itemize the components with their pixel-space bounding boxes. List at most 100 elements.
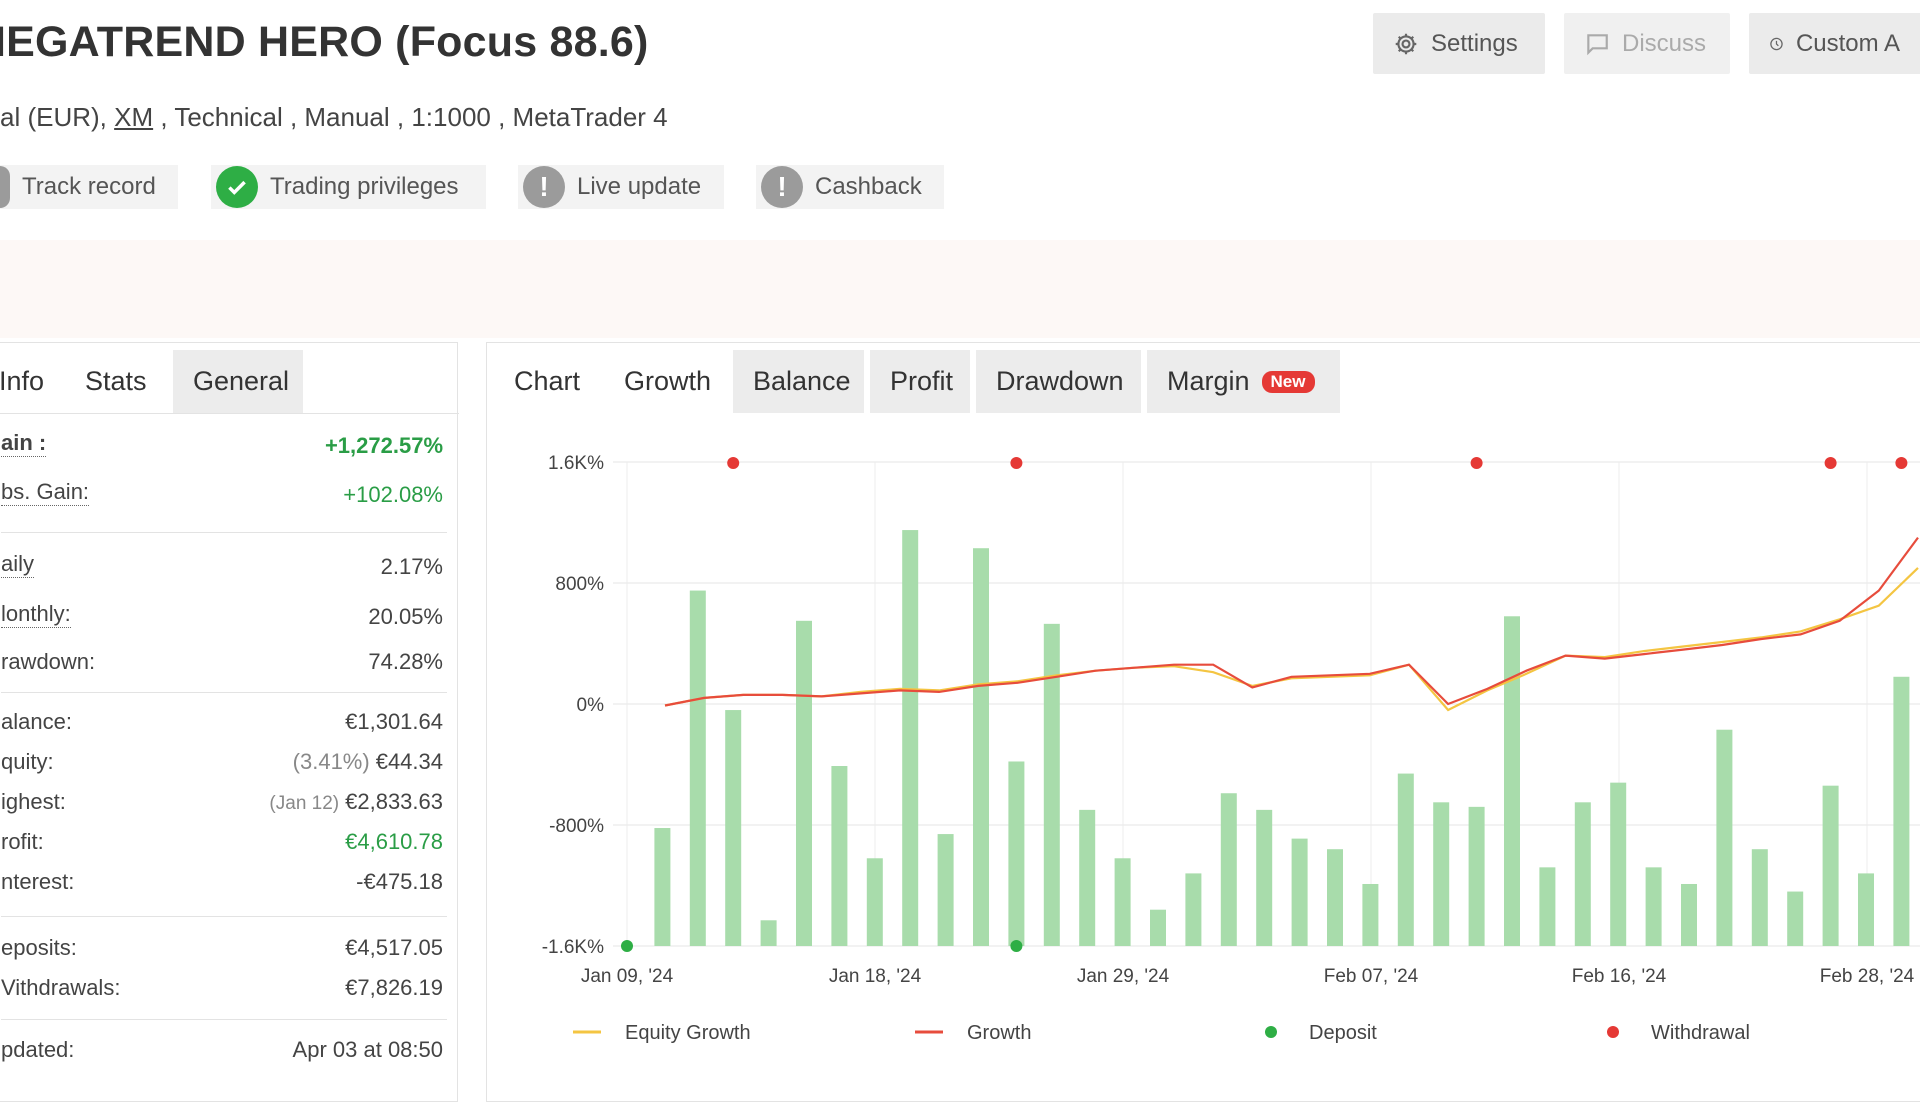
bar [1787, 891, 1804, 946]
tab-drawdown[interactable]: Drawdown [976, 350, 1141, 413]
bar [1716, 729, 1733, 946]
tab-growth[interactable]: Growth [606, 350, 727, 413]
badge-cashback[interactable]: ! Cashback [756, 165, 944, 209]
gear-icon [1395, 33, 1417, 54]
bar [1150, 909, 1166, 946]
bar [796, 620, 812, 946]
tabs-divider [0, 413, 459, 414]
x-tick-label: Jan 09, '24 [581, 966, 674, 987]
clock-icon [1770, 37, 1783, 50]
tab-profit[interactable]: Profit [870, 350, 970, 413]
bar [1681, 883, 1697, 946]
bar [1574, 802, 1591, 946]
stats-tabs: Info Stats General [0, 343, 303, 413]
bar [1008, 761, 1025, 946]
legend-deposit: Deposit [1309, 1022, 1377, 1044]
tab-info[interactable]: Info [0, 350, 61, 413]
check-circle-icon [216, 166, 258, 208]
promo-banner [0, 240, 1920, 338]
page-title: IEGATREND HERO (Focus 88.6) [0, 18, 649, 66]
divider [1, 916, 447, 917]
bar [654, 828, 671, 946]
warning-icon [0, 166, 10, 208]
bar [831, 766, 848, 946]
tab-balance[interactable]: Balance [733, 350, 864, 413]
bar [973, 548, 989, 946]
bar [1327, 849, 1343, 946]
chart-label: Chart [514, 366, 581, 396]
exclamation-circle-icon: ! [523, 166, 565, 208]
bar [1291, 838, 1308, 946]
badge-trading-privileges[interactable]: Trading privileges [211, 165, 486, 209]
bar [1610, 782, 1627, 946]
badge-label: Live update [577, 173, 702, 200]
legend-withdrawal: Withdrawal [1651, 1022, 1750, 1044]
y-tick-label: 800% [555, 574, 604, 595]
withdrawal-marker [1010, 457, 1023, 469]
new-badge: New [1261, 370, 1315, 393]
divider [1, 532, 447, 533]
bar [1751, 849, 1768, 946]
tab-stats[interactable]: Stats [61, 350, 167, 413]
settings-label: Settings [1431, 29, 1518, 57]
y-tick-label: 0% [577, 695, 605, 716]
bar [902, 530, 919, 946]
tab-margin[interactable]: Margin New [1147, 350, 1340, 413]
bar [760, 920, 777, 946]
bar [1893, 676, 1910, 946]
tab-general[interactable]: General [173, 350, 303, 413]
bar [1822, 785, 1839, 946]
badge-label: Cashback [815, 173, 922, 200]
subtitle-details: , Technical , Manual , 1:1000 , MetaTrad… [153, 102, 668, 132]
withdrawal-marker [1824, 457, 1837, 469]
bar [1079, 809, 1096, 946]
legend-equity-growth: Equity Growth [625, 1022, 751, 1044]
stats-panel: Info Stats General ain : +1,272.57% bs. … [0, 342, 459, 1102]
bar [1043, 623, 1060, 946]
bar [1397, 773, 1414, 946]
badge-live-update[interactable]: ! Live update [518, 165, 724, 209]
growth-line [664, 536, 1919, 707]
legend-growth: Growth [967, 1022, 1031, 1044]
bar [1858, 873, 1874, 946]
deposit-marker [1010, 940, 1023, 952]
growth-chart[interactable]: 1.6K% 800% 0% -800% -1.6K% Jan 09, '24 Jan 18,… [487, 420, 1920, 1060]
bar [1220, 793, 1237, 946]
bar [1362, 883, 1379, 946]
legend-deposit-swatch [1265, 1026, 1277, 1038]
exclamation-circle-icon: ! [761, 166, 803, 208]
badge-label: Track record [22, 173, 156, 200]
x-tick-label: Feb 28, '24 [1820, 966, 1915, 987]
bar [1433, 802, 1450, 946]
bar [1504, 616, 1520, 946]
settings-button[interactable]: Settings [1373, 13, 1545, 74]
bar [1468, 806, 1485, 946]
divider [1, 692, 447, 693]
bar [1645, 867, 1662, 946]
badge-track-record[interactable]: Track record [0, 165, 178, 209]
bar [937, 834, 954, 946]
custom-analysis-button[interactable]: Custom A [1749, 13, 1920, 74]
x-tick-label: Feb 07, '24 [1324, 966, 1419, 987]
x-tick-label: Feb 16, '24 [1572, 966, 1667, 987]
chart-panel: Chart Growth Balance Profit Drawdown Mar… [486, 342, 1920, 1102]
bar [1185, 873, 1202, 946]
x-tick-label: Jan 18, '24 [829, 966, 922, 987]
legend-withdrawal-swatch [1607, 1026, 1619, 1038]
chart-tabs: Chart Growth Balance Profit Drawdown Mar… [487, 343, 1340, 413]
bar [1256, 809, 1273, 946]
account-subtitle: al (EUR), XM , Technical , Manual , 1:10… [0, 102, 668, 133]
discuss-button[interactable]: Discuss [1564, 13, 1730, 74]
equity-growth-line [664, 567, 1919, 712]
badge-label: Trading privileges [270, 173, 459, 200]
discuss-label: Discuss [1622, 29, 1707, 57]
bar [725, 710, 742, 946]
divider [1, 1019, 447, 1020]
broker-link[interactable]: XM [114, 102, 154, 132]
subtitle-prefix: al (EUR), [0, 102, 115, 132]
bar [866, 858, 883, 946]
y-tick-label: -1.6K% [542, 937, 604, 958]
bar [1539, 867, 1556, 946]
comment-icon [1587, 33, 1608, 55]
y-tick-label: -800% [549, 816, 604, 837]
